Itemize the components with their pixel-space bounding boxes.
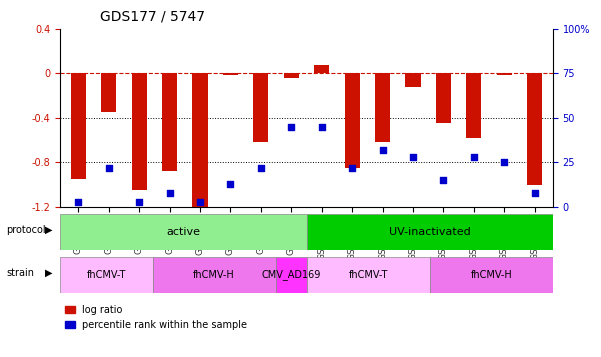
FancyBboxPatch shape — [153, 257, 276, 293]
Point — [135, 199, 144, 205]
Bar — [223, 73, 238, 75]
Bar — [527, 73, 542, 185]
Bar — [71, 73, 86, 179]
Bar — [496, 73, 512, 75]
Text: fhCMV-T: fhCMV-T — [87, 270, 126, 280]
Bar — [466, 73, 481, 138]
Text: fhCMV-H: fhCMV-H — [471, 270, 512, 280]
Text: protocol: protocol — [6, 225, 46, 235]
Bar — [314, 65, 329, 73]
Point — [165, 190, 174, 196]
Text: ▶: ▶ — [45, 225, 52, 235]
FancyBboxPatch shape — [430, 257, 553, 293]
Point — [439, 177, 448, 183]
Bar — [375, 73, 390, 142]
FancyBboxPatch shape — [60, 257, 153, 293]
Point — [408, 154, 418, 160]
Point — [530, 190, 540, 196]
FancyBboxPatch shape — [276, 257, 307, 293]
FancyBboxPatch shape — [307, 257, 430, 293]
Text: ▶: ▶ — [45, 268, 52, 278]
Text: strain: strain — [6, 268, 34, 278]
Point — [317, 124, 326, 130]
Text: active: active — [166, 227, 200, 237]
Bar — [101, 73, 117, 112]
Text: fhCMV-H: fhCMV-H — [194, 270, 235, 280]
Bar — [284, 73, 299, 77]
Text: fhCMV-T: fhCMV-T — [349, 270, 388, 280]
Point — [104, 165, 114, 171]
Point — [378, 147, 388, 153]
Bar — [192, 73, 207, 207]
Bar — [436, 73, 451, 124]
Point — [287, 124, 296, 130]
Bar — [253, 73, 269, 142]
Text: GDS177 / 5747: GDS177 / 5747 — [100, 9, 204, 23]
Bar — [344, 73, 360, 168]
Point — [499, 160, 509, 165]
Point — [195, 199, 205, 205]
Point — [225, 181, 235, 187]
Text: UV-inactivated: UV-inactivated — [389, 227, 471, 237]
Point — [469, 154, 478, 160]
Text: CMV_AD169: CMV_AD169 — [261, 270, 321, 280]
Bar — [132, 73, 147, 190]
Point — [256, 165, 266, 171]
FancyBboxPatch shape — [60, 214, 307, 250]
Point — [73, 199, 83, 205]
FancyBboxPatch shape — [307, 214, 553, 250]
Bar — [406, 73, 421, 86]
Point — [347, 165, 357, 171]
Bar — [162, 73, 177, 171]
Legend: log ratio, percentile rank within the sample: log ratio, percentile rank within the sa… — [65, 305, 248, 330]
